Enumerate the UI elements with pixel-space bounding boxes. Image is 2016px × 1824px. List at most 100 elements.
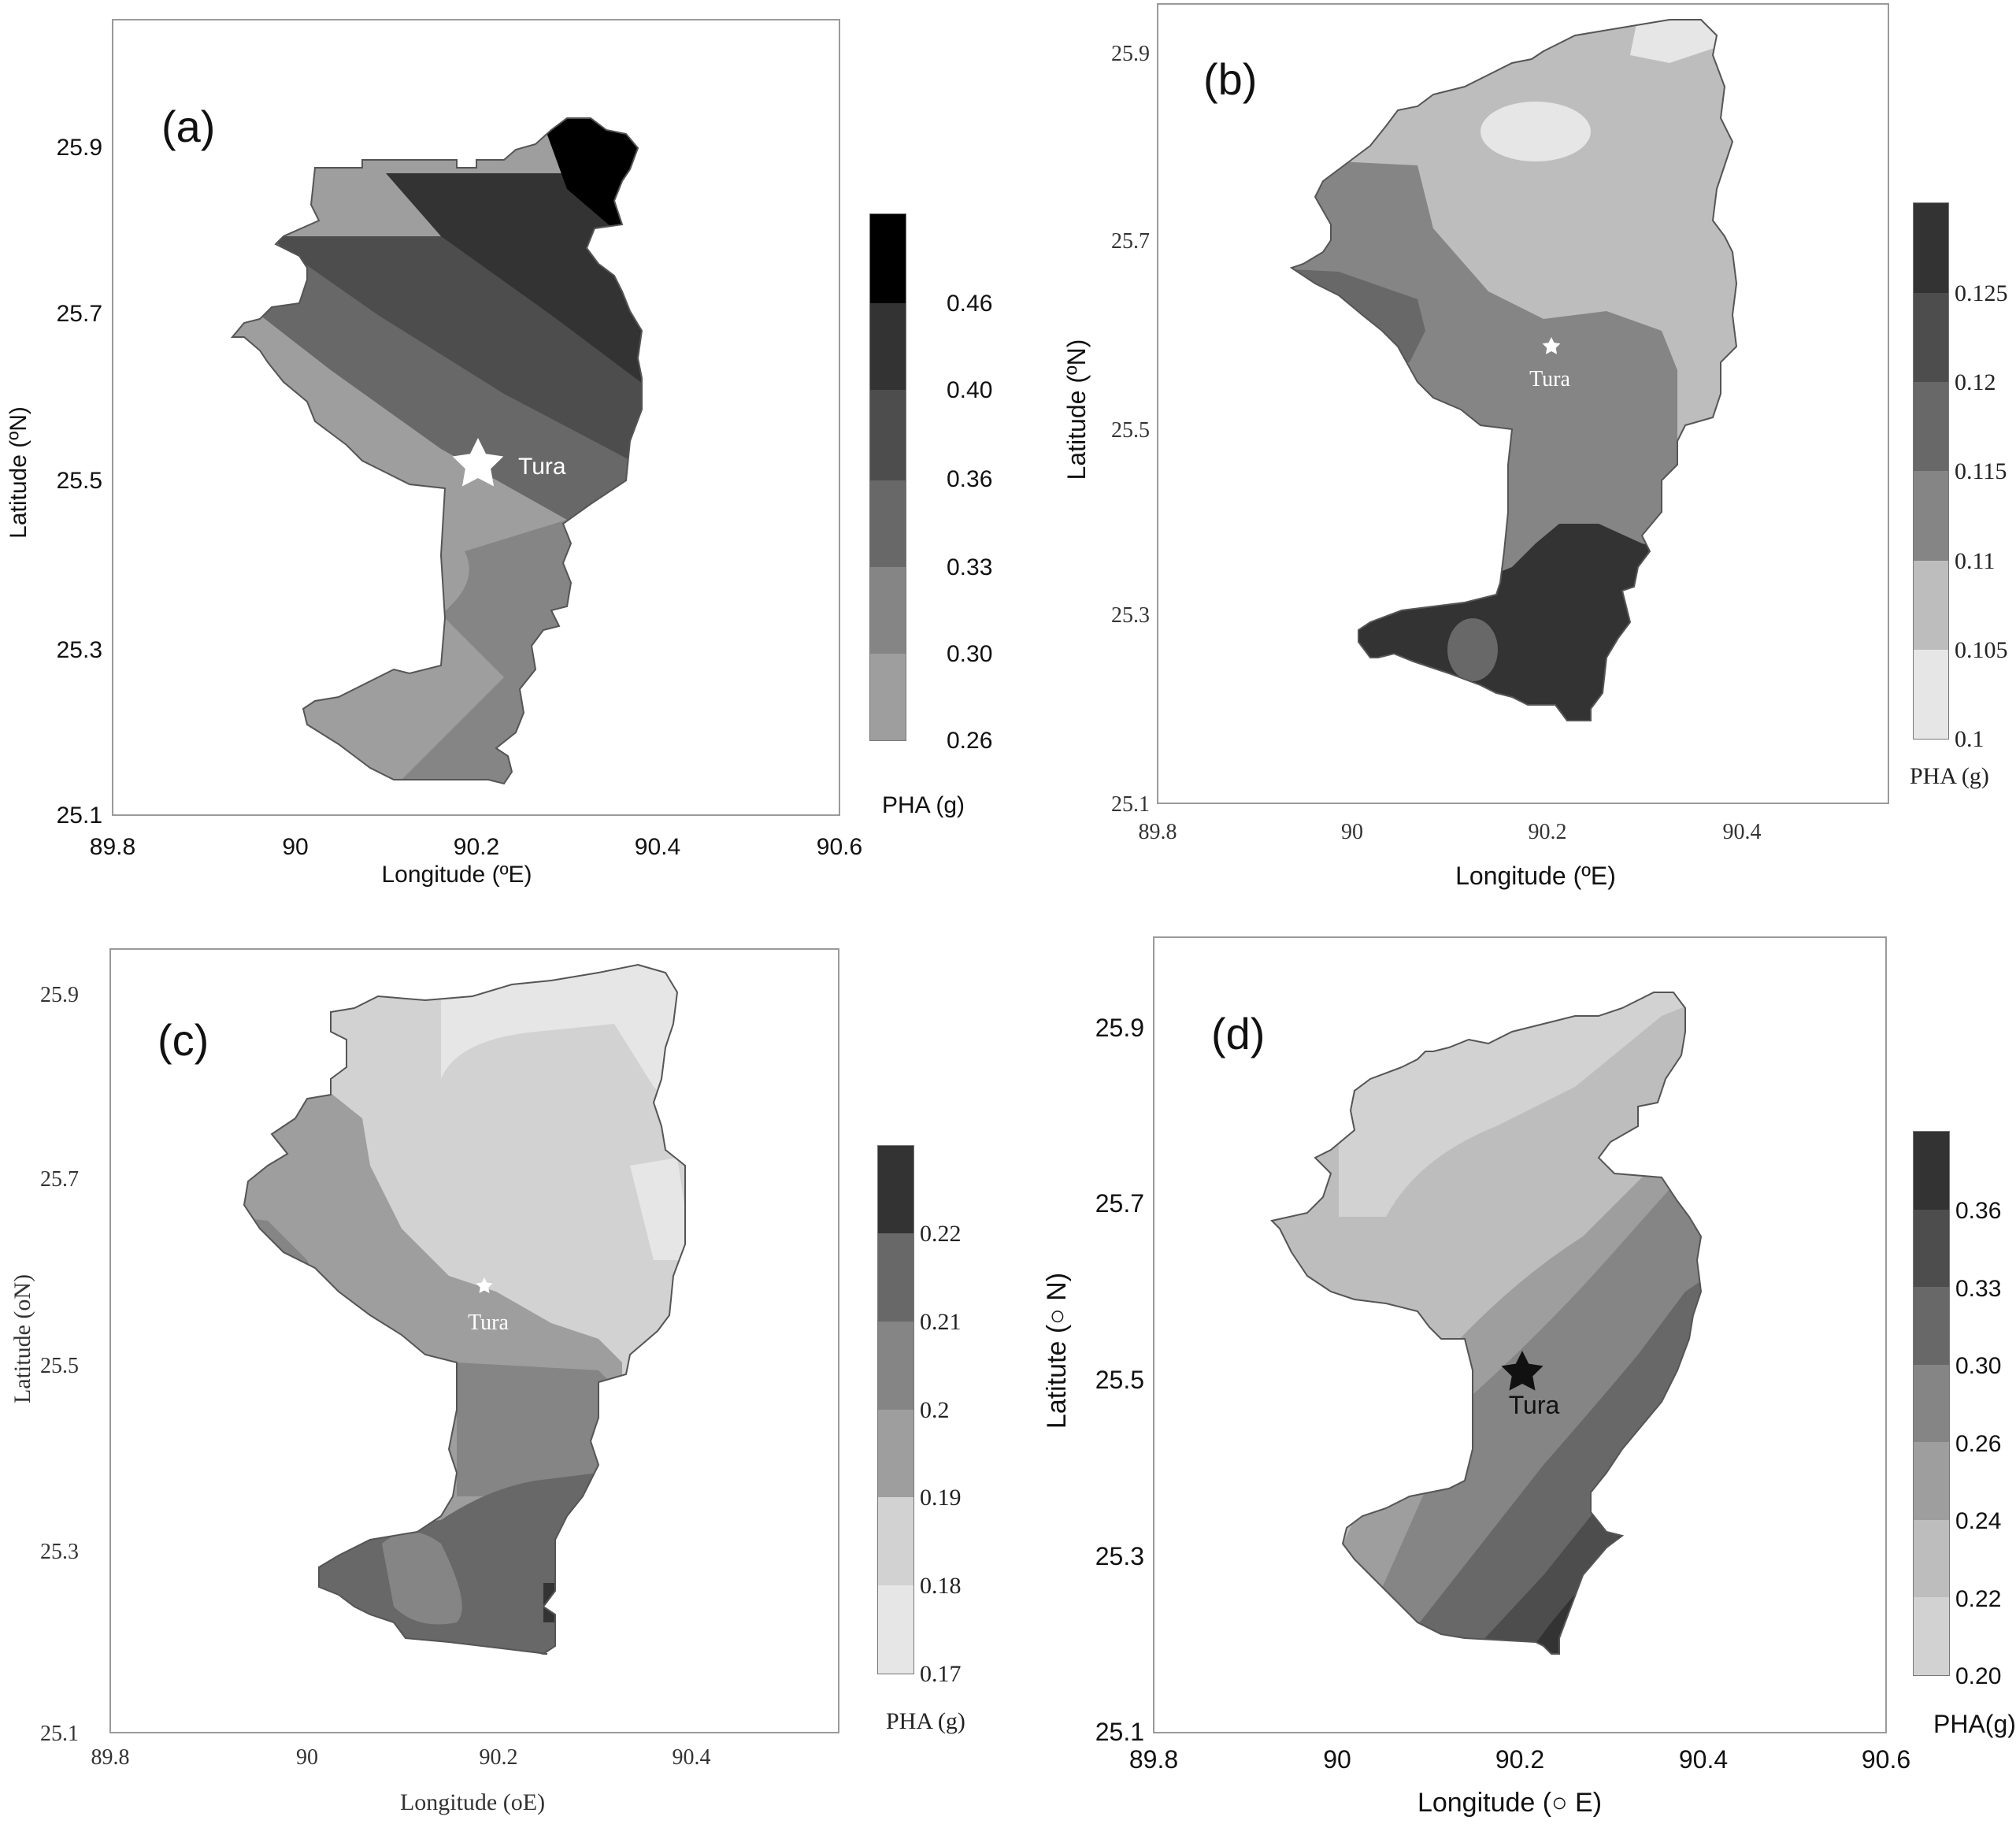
panel-b-colorbar: 0.1 0.105 0.11 0.115 0.12 0.125 PHA (g) — [1910, 202, 2008, 789]
y-tick-label: 25.5 — [57, 468, 102, 494]
legend-tick-label: 0.18 — [920, 1573, 962, 1599]
y-tick-label: 25.9 — [57, 135, 102, 161]
panel-d-yaxis: 25.1 25.3 25.5 25.7 25.9 Latitute (○ N) — [1042, 1014, 1144, 1746]
legend-tick-label: 0.22 — [920, 1221, 962, 1247]
legend-tick-label: 0.17 — [920, 1661, 962, 1687]
x-tick-label: 90 — [1341, 820, 1363, 844]
legend-tick-label: 0.26 — [1955, 1431, 2001, 1457]
legend-title: PHA (g) — [886, 1708, 965, 1734]
panel-b-marker: Tura — [1529, 337, 1571, 391]
panel-a: Tura (a) 89.8 90 90.2 90.4 90.6 Longitud… — [6, 19, 992, 888]
y-tick-label: 25.5 — [40, 1354, 79, 1378]
panel-a-yaxis: 25.1 25.3 25.5 25.7 25.9 Latitude (ºN) — [6, 135, 102, 829]
y-axis-title: Latitute (○ N) — [1042, 1273, 1072, 1429]
x-axis-title: Longitude (○ E) — [1418, 1788, 1602, 1818]
x-tick-label: 90.2 — [1495, 1745, 1544, 1774]
panel-d-xaxis: 89.8 90 90.2 90.4 90.6 Longitude (○ E) — [1129, 1745, 1910, 1818]
x-tick-label: 90.4 — [1723, 820, 1762, 844]
panel-b-frame — [1157, 3, 1889, 804]
panel-c-frame — [109, 948, 839, 1733]
marker-label: Tura — [1529, 367, 1570, 391]
y-tick-label: 25.1 — [57, 803, 102, 829]
legend-tick-label: 0.36 — [947, 466, 992, 492]
legend-tick-label: 0.24 — [1955, 1508, 2001, 1534]
y-tick-label: 25.3 — [57, 637, 102, 663]
x-tick-label: 90.4 — [1679, 1745, 1728, 1774]
y-axis-title: Latitude (ºN) — [6, 406, 32, 539]
legend-tick-label: 0.12 — [1955, 369, 1996, 395]
y-tick-label: 25.1 — [1111, 792, 1150, 817]
x-tick-label: 89.8 — [91, 1745, 130, 1770]
panel-label: (d) — [1211, 1009, 1265, 1058]
legend-tick-label: 0.115 — [1955, 458, 2007, 484]
panel-a-contours — [232, 118, 642, 784]
panel-b-xaxis: 89.8 90 90.2 90.4 Longitude (ºE) — [1139, 820, 1762, 890]
panel-c-yaxis: 25.1 25.3 25.5 25.7 25.9 Latitude (oN) — [9, 983, 79, 1746]
panel-d-frame — [1153, 936, 1887, 1733]
marker-label: Tura — [1509, 1391, 1560, 1419]
x-axis-title: Longitude (ºE) — [381, 862, 532, 888]
panel-c: Tura (c) 89.8 90 90.2 90.4 Longitude (oE… — [9, 948, 965, 1815]
legend-title: PHA (g) — [1910, 763, 1989, 789]
panel-a-marker: Tura — [452, 438, 566, 487]
panel-d-colorbar: 0.20 0.22 0.24 0.26 0.30 0.33 0.36 PHA(g… — [1913, 1131, 2016, 1738]
x-tick-label: 90.6 — [817, 834, 862, 860]
panel-a-frame — [112, 19, 840, 816]
y-tick-label: 25.7 — [40, 1167, 79, 1192]
panel-label: (a) — [161, 102, 215, 151]
marker-label: Tura — [518, 454, 566, 480]
legend-tick-label: 0.125 — [1955, 280, 2008, 306]
panel-b-yaxis: 25.1 25.3 25.5 25.7 25.9 Latitude (ºN) — [1062, 42, 1150, 817]
y-tick-label: 25.9 — [40, 983, 79, 1007]
panel-d-contours — [1272, 992, 1701, 1654]
legend-tick-label: 0.33 — [1955, 1276, 2001, 1302]
legend-tick-label: 0.30 — [947, 641, 992, 667]
y-tick-label: 25.3 — [1095, 1542, 1144, 1570]
x-tick-label: 90 — [296, 1745, 318, 1770]
legend-tick-label: 0.36 — [1955, 1198, 2001, 1224]
y-tick-label: 25.9 — [1111, 42, 1150, 66]
y-tick-label: 25.9 — [1095, 1014, 1144, 1042]
legend-title: PHA(g) — [1933, 1710, 2016, 1738]
y-tick-label: 25.1 — [40, 1722, 79, 1746]
y-tick-label: 25.5 — [1111, 418, 1150, 443]
legend-tick-label: 0.22 — [1955, 1586, 2001, 1612]
panel-label: (c) — [158, 1015, 209, 1065]
y-tick-label: 25.7 — [1111, 229, 1150, 254]
x-tick-label: 90 — [282, 834, 308, 860]
legend-tick-label: 0.19 — [920, 1485, 962, 1511]
panel-b-contours — [1292, 20, 1736, 721]
panel-c-colorbar: 0.17 0.18 0.19 0.2 0.21 0.22 PHA (g) — [877, 1145, 965, 1734]
x-tick-label: 89.8 — [1129, 1745, 1178, 1774]
legend-title: PHA (g) — [882, 792, 965, 818]
x-tick-label: 90.6 — [1862, 1745, 1910, 1774]
y-tick-label: 25.1 — [1095, 1718, 1144, 1746]
y-tick-label: 25.7 — [57, 301, 102, 327]
panel-d: Tura (d) 89.8 90 90.2 90.4 90.6 Longitud… — [1042, 936, 2016, 1818]
legend-tick-label: 0.1 — [1955, 726, 1984, 752]
legend-tick-label: 0.26 — [947, 728, 992, 754]
y-axis-title: Latitude (oN) — [9, 1274, 35, 1403]
y-axis-title: Latitude (ºN) — [1062, 339, 1091, 480]
x-axis-title: Longitude (oE) — [400, 1789, 545, 1815]
x-tick-label: 90.4 — [635, 834, 680, 860]
y-tick-label: 25.3 — [1111, 603, 1150, 628]
legend-tick-label: 0.30 — [1955, 1353, 2001, 1379]
y-tick-label: 25.7 — [1095, 1189, 1144, 1218]
legend-tick-label: 0.105 — [1955, 637, 2008, 663]
panel-c-marker: Tura — [468, 1277, 510, 1335]
x-tick-label: 90.2 — [1529, 820, 1567, 844]
legend-tick-label: 0.46 — [947, 291, 992, 317]
panel-b: Tura (b) 89.8 90 90.2 90.4 Longitude (ºE… — [1062, 3, 2008, 890]
x-tick-label: 89.8 — [1139, 820, 1177, 844]
x-tick-label: 90.4 — [673, 1745, 711, 1770]
y-tick-label: 25.3 — [40, 1540, 79, 1564]
panel-a-colorbar: 0.26 0.30 0.33 0.36 0.40 0.46 PHA (g) — [869, 213, 992, 818]
x-tick-label: 90 — [1323, 1745, 1351, 1774]
legend-tick-label: 0.21 — [920, 1309, 962, 1335]
panel-label: (b) — [1203, 54, 1257, 104]
x-axis-title: Longitude (ºE) — [1455, 862, 1616, 890]
panel-c-xaxis: 89.8 90 90.2 90.4 Longitude (oE) — [91, 1745, 711, 1815]
legend-tick-label: 0.2 — [920, 1397, 950, 1423]
